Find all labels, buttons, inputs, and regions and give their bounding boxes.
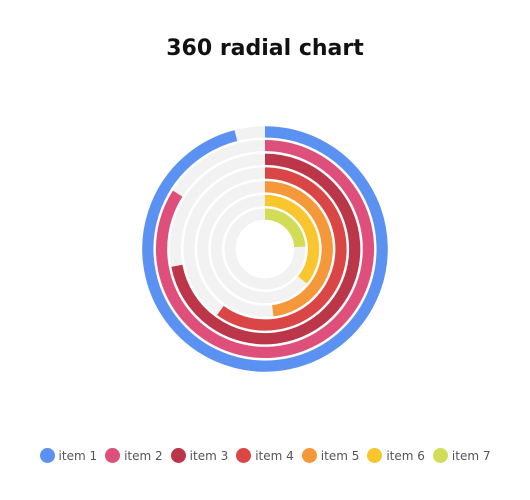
legend-item-4[interactable]: item 4 (236, 448, 294, 463)
legend-label: item 6 (386, 448, 425, 463)
legend-item-6[interactable]: item 6 (367, 448, 425, 463)
legend-swatch (39, 448, 55, 463)
radial-bar-3[interactable] (171, 153, 361, 345)
legend-label: item 5 (320, 448, 360, 463)
legend: item 1 item 2 item 3 item 4 item 5 item 6 item… (0, 448, 530, 463)
legend-label: item 3 (189, 448, 229, 463)
radial-bar-4[interactable] (217, 167, 347, 331)
radial-bar-2[interactable] (155, 139, 374, 359)
legend-label: item 4 (255, 448, 294, 463)
chart-title: 360 radial chart (166, 36, 364, 61)
ring-bars (142, 126, 388, 372)
legend-swatch (367, 448, 383, 463)
radial-bar-1[interactable] (142, 126, 388, 372)
legend-label: item 7 (451, 448, 491, 463)
legend-swatch (301, 448, 317, 463)
legend-swatch (236, 448, 252, 463)
legend-item-1[interactable]: item 1 (39, 448, 98, 463)
legend-item-2[interactable]: item 2 (105, 448, 163, 463)
legend-label: item 2 (124, 448, 163, 463)
radial-bar-6[interactable] (264, 194, 320, 284)
legend-label: item 1 (58, 448, 98, 463)
legend-swatch (170, 448, 186, 463)
legend-item-5[interactable]: item 5 (301, 448, 360, 463)
legend-item-3[interactable]: item 3 (170, 448, 229, 463)
legend-swatch (432, 448, 448, 463)
legend-swatch (105, 448, 121, 463)
radial-bar-5[interactable] (264, 181, 333, 317)
radial-bar-7[interactable] (264, 208, 306, 248)
legend-item-7[interactable]: item 7 (432, 448, 491, 463)
